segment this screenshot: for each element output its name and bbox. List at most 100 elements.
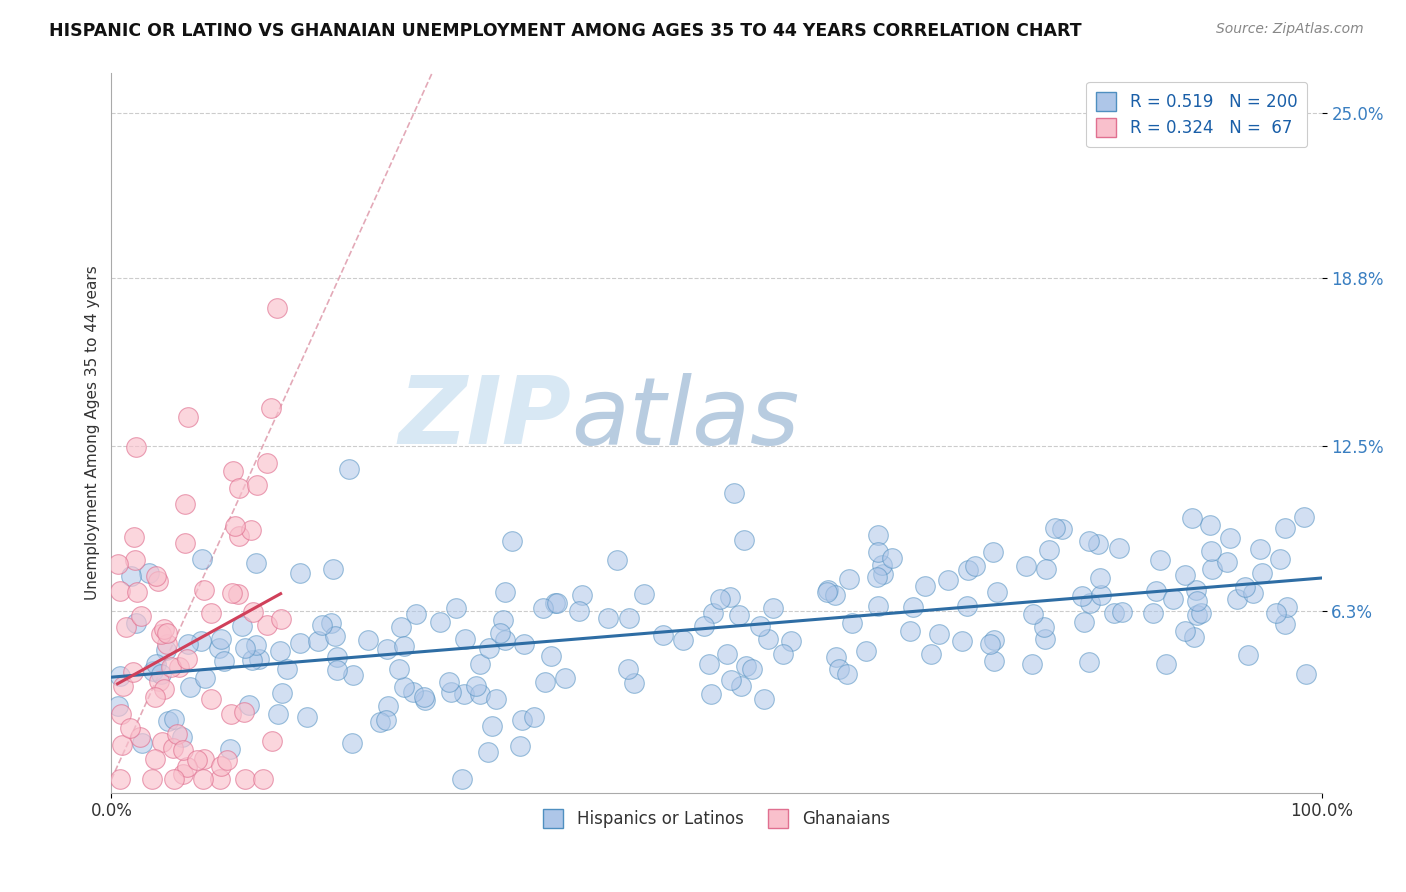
Point [138, 566, 160, 581]
Point [699, 687, 721, 701]
Point [702, 607, 724, 621]
Point [162, 772, 184, 787]
Point [394, 681, 416, 695]
Point [1225, 592, 1247, 607]
Point [1033, 632, 1056, 646]
Point [1274, 521, 1296, 535]
Point [217, 753, 239, 767]
Point [693, 619, 716, 633]
Point [269, 644, 291, 658]
Point [377, 698, 399, 713]
Point [122, 665, 145, 679]
Point [571, 588, 593, 602]
Point [1294, 509, 1316, 524]
Point [340, 736, 363, 750]
Point [762, 601, 785, 615]
Point [374, 713, 396, 727]
Point [221, 463, 243, 477]
Point [983, 654, 1005, 668]
Point [176, 760, 198, 774]
Point [110, 706, 132, 721]
Point [1045, 521, 1067, 535]
Point [485, 692, 508, 706]
Y-axis label: Unemployment Among Ages 35 to 44 years: Unemployment Among Ages 35 to 44 years [86, 266, 100, 600]
Point [240, 653, 263, 667]
Point [756, 632, 779, 646]
Point [191, 772, 214, 787]
Point [129, 731, 152, 745]
Point [146, 574, 169, 588]
Point [256, 457, 278, 471]
Point [150, 735, 173, 749]
Point [172, 767, 194, 781]
Point [453, 687, 475, 701]
Point [1050, 522, 1073, 536]
Point [1104, 606, 1126, 620]
Point [1154, 657, 1177, 672]
Point [252, 772, 274, 787]
Point [295, 710, 318, 724]
Point [652, 628, 675, 642]
Point [817, 583, 839, 598]
Point [733, 533, 755, 548]
Point [1078, 596, 1101, 610]
Point [323, 629, 346, 643]
Point [868, 545, 890, 559]
Point [546, 596, 568, 610]
Point [108, 584, 131, 599]
Point [221, 585, 243, 599]
Point [1090, 570, 1112, 584]
Point [107, 558, 129, 572]
Point [143, 690, 166, 704]
Point [122, 530, 145, 544]
Point [1108, 541, 1130, 556]
Point [405, 607, 427, 622]
Point [730, 679, 752, 693]
Point [429, 615, 451, 629]
Point [322, 562, 344, 576]
Point [1268, 552, 1291, 566]
Point [412, 690, 434, 705]
Point [672, 632, 695, 647]
Point [1265, 606, 1288, 620]
Point [779, 634, 801, 648]
Point [246, 478, 269, 492]
Point [174, 497, 197, 511]
Point [481, 719, 503, 733]
Point [193, 752, 215, 766]
Point [127, 585, 149, 599]
Point [326, 663, 349, 677]
Point [979, 637, 1001, 651]
Point [212, 654, 235, 668]
Point [200, 692, 222, 706]
Point [228, 528, 250, 542]
Point [143, 752, 166, 766]
Point [617, 662, 640, 676]
Point [815, 584, 838, 599]
Point [478, 640, 501, 655]
Point [276, 662, 298, 676]
Point [523, 710, 546, 724]
Point [209, 632, 232, 647]
Point [882, 551, 904, 566]
Point [1090, 588, 1112, 602]
Text: HISPANIC OR LATINO VS GHANAIAN UNEMPLOYMENT AMONG AGES 35 TO 44 YEARS CORRELATIO: HISPANIC OR LATINO VS GHANAIAN UNEMPLOYM… [49, 22, 1081, 40]
Point [963, 558, 986, 573]
Point [156, 714, 179, 728]
Point [709, 592, 731, 607]
Point [1033, 620, 1056, 634]
Point [920, 647, 942, 661]
Point [169, 659, 191, 673]
Text: ZIP: ZIP [398, 373, 571, 465]
Point [209, 772, 232, 787]
Point [190, 634, 212, 648]
Point [1274, 616, 1296, 631]
Point [1185, 593, 1208, 607]
Point [950, 634, 973, 648]
Point [735, 659, 758, 673]
Point [247, 652, 270, 666]
Point [170, 730, 193, 744]
Point [307, 634, 329, 648]
Point [290, 636, 312, 650]
Point [209, 758, 232, 772]
